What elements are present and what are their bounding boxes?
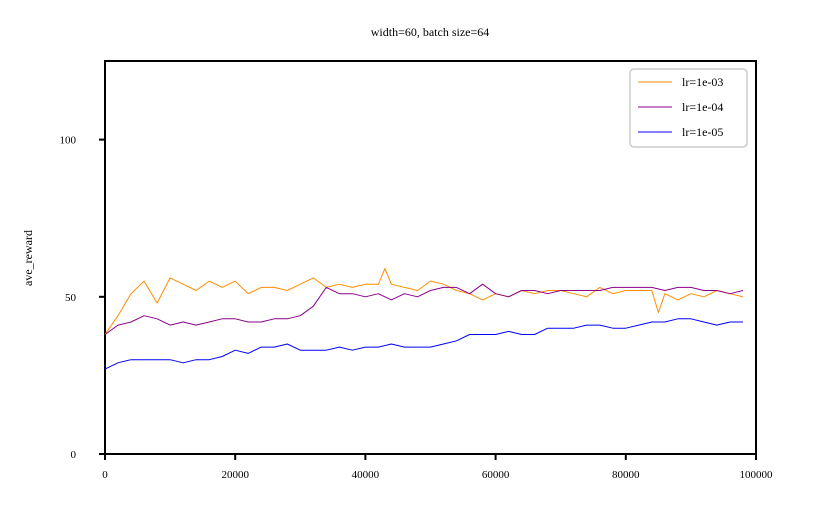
legend: lr=1e-03 lr=1e-04 lr=1e-05 — [629, 68, 748, 148]
legend-box — [629, 68, 748, 148]
x-tick-label: 40000 — [352, 469, 380, 481]
series-line-3 — [104, 318, 743, 370]
x-axis: 0 20000 40000 60000 80000 100000 — [102, 454, 773, 481]
legend-label-1: lr=1e-03 — [682, 75, 723, 89]
y-axis-label: ave_reward — [21, 230, 35, 286]
series-line-1 — [104, 268, 744, 335]
plot-area-frame — [104, 60, 757, 455]
y-tick-label: 100 — [60, 135, 77, 147]
x-tick-label: 0 — [102, 469, 108, 481]
legend-label-2: lr=1e-04 — [682, 100, 723, 114]
chart-title: width=60, batch size=64 — [371, 25, 490, 39]
y-tick-label: 50 — [65, 292, 77, 304]
legend-label-3: lr=1e-05 — [682, 125, 723, 139]
series-layer — [104, 268, 744, 370]
y-tick-label: 0 — [71, 449, 77, 461]
x-tick-label: 100000 — [740, 469, 774, 481]
x-tick-label: 80000 — [612, 469, 640, 481]
x-tick-label: 60000 — [482, 469, 510, 481]
series-line-2 — [104, 283, 744, 335]
x-tick-label: 20000 — [221, 469, 249, 481]
y-axis: 0 50 100 — [60, 135, 105, 461]
